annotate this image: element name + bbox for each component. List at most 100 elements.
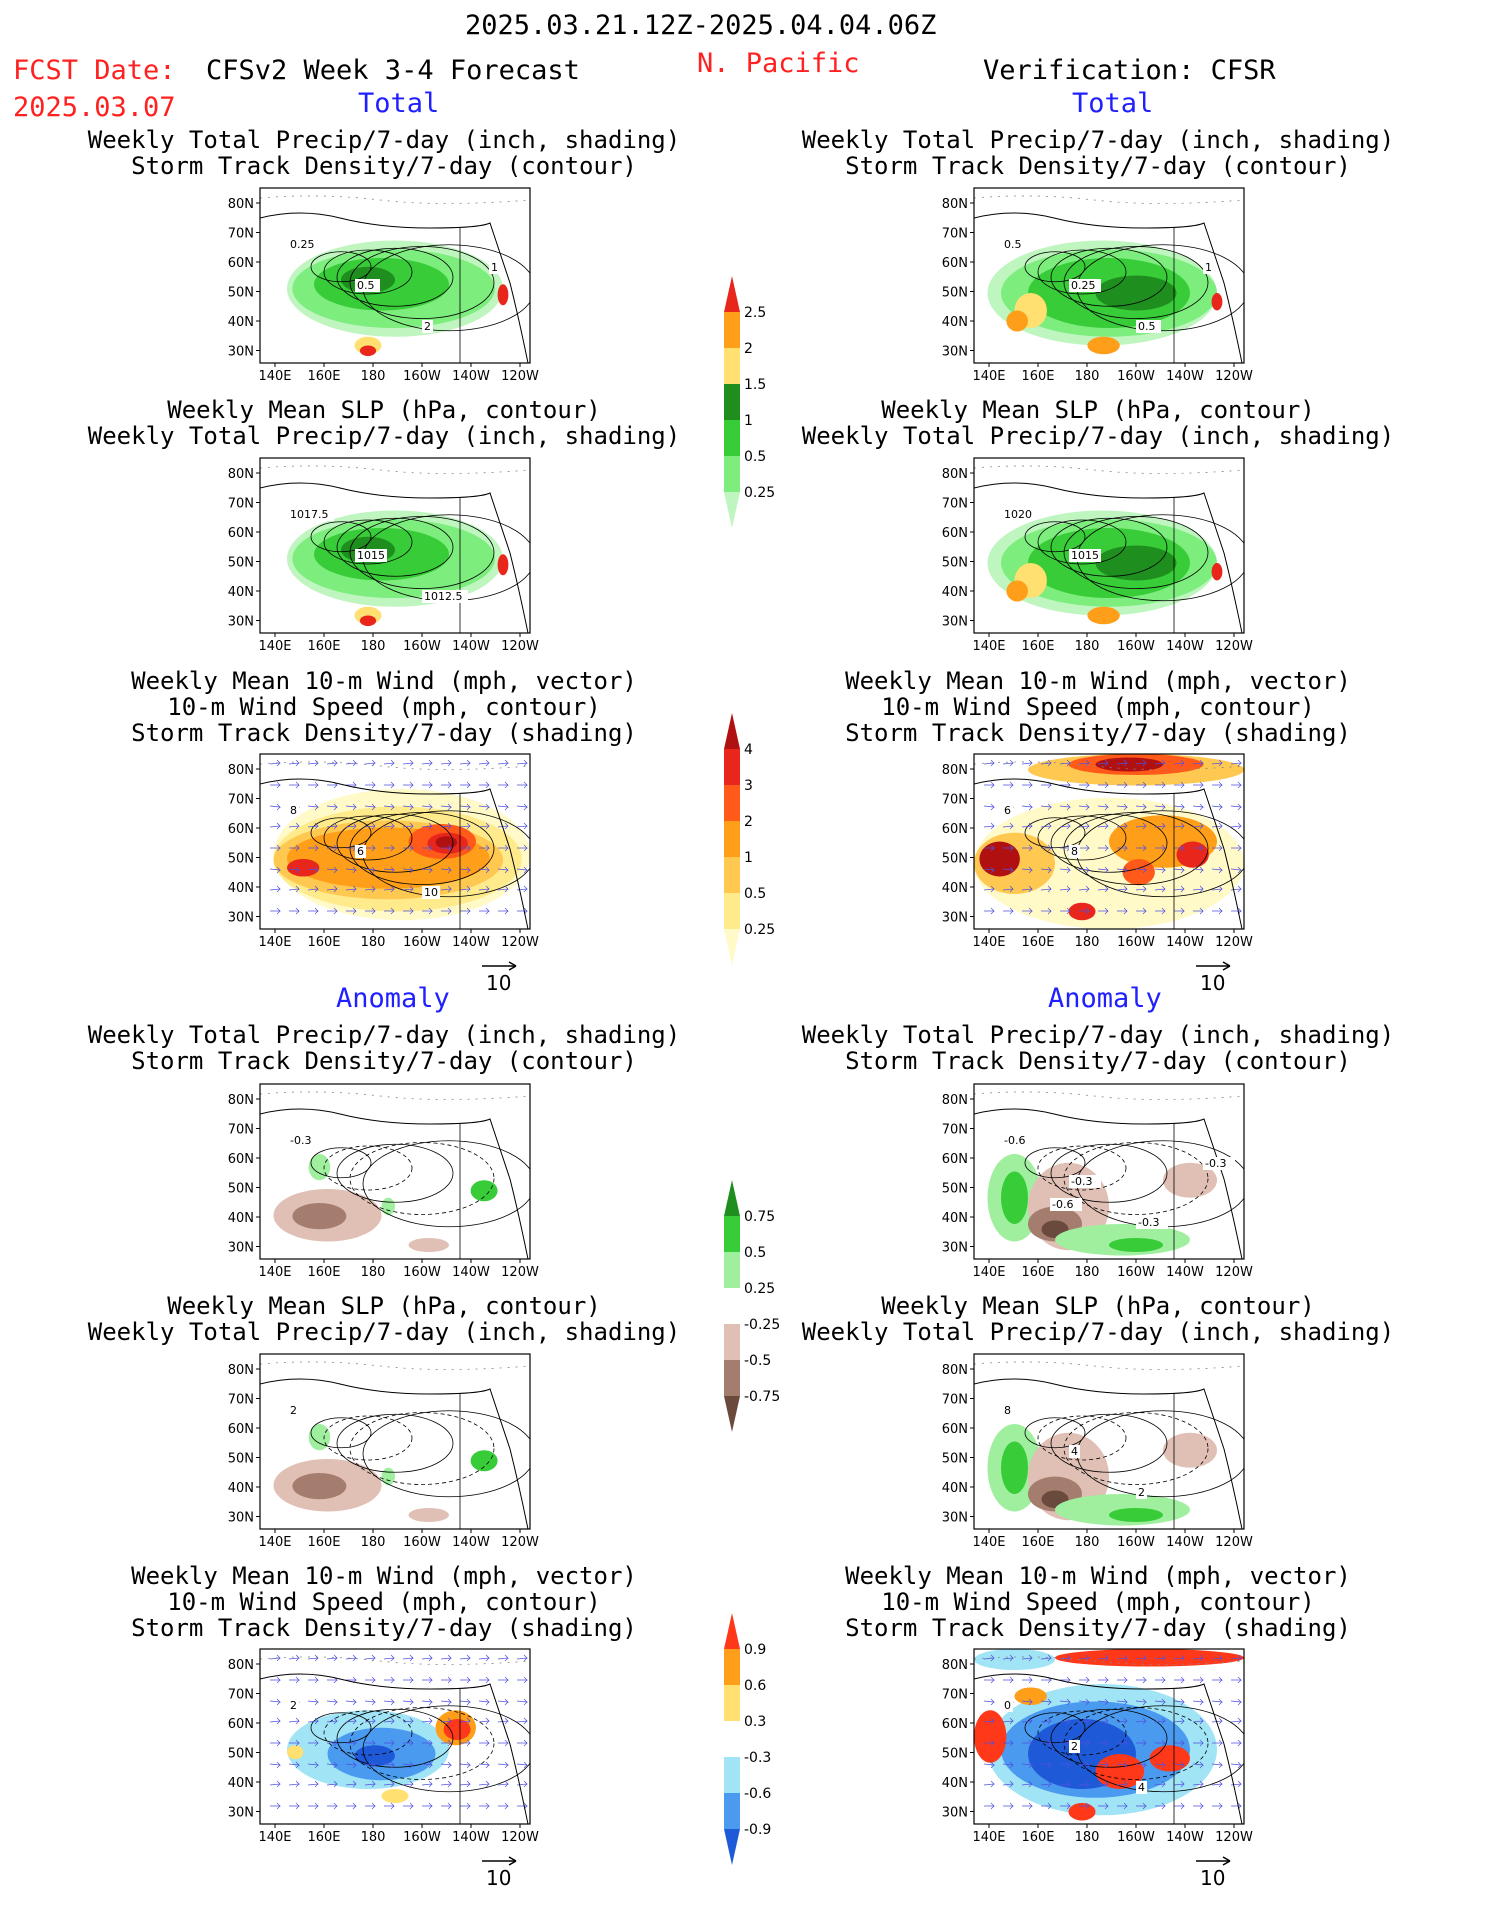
wind-vector [270,781,281,789]
colorbar-segment [724,348,740,384]
contour-line [310,251,372,283]
wind-vector [345,1761,357,1769]
contour-label: 8 [290,804,297,817]
contour-label-bg [288,1134,320,1147]
contour-label: 1012.5 [424,590,463,603]
lat-tick-label: 80N [228,1658,254,1673]
lat-tick-label: 30N [942,345,968,360]
sea-ice-edge [974,1091,1244,1100]
wind-vector [1212,1739,1223,1747]
wind-vector [459,1780,471,1788]
wind-vector [1231,781,1242,789]
contour-label: 8 [1004,1404,1011,1417]
wind-vector [1078,866,1090,874]
wind-vector [440,803,452,811]
lon-tick-label: 160W [1117,369,1155,384]
lon-tick-label: 120W [1215,935,1253,950]
colorbar-label: 2 [744,814,753,830]
map-panel-fc-anom-slp: 2 80N 70N 60N 50N 40N 30N 140E 160E 180 160W 140W 12… [228,1353,539,1550]
contour-label: 0.25 [1071,279,1096,292]
contour-line [1024,1712,1086,1744]
wind-vector [345,759,357,767]
lon-tick-label: 160E [1021,1830,1054,1845]
wind-vector [1192,866,1204,874]
contour-label: 0.25 [290,238,315,251]
wind-vector [516,759,528,767]
wind-vector [984,781,995,789]
wind-vector [346,1802,357,1810]
wind-vector [307,822,319,830]
contour-label: 4 [1138,1781,1145,1794]
wind-vector [1135,866,1147,874]
contour-label-bg [1136,1216,1168,1229]
contour-label: 1 [491,261,498,274]
wind-vector [364,866,376,874]
lat-tick-label: 30N [228,1806,254,1821]
wind-vector [270,907,281,915]
region-label: N. Pacific [697,48,860,79]
wind-vector [402,1698,414,1706]
wind-vector [497,1698,509,1706]
wind-vector [1040,759,1052,767]
wind-vector [984,1739,995,1747]
coastline [260,482,529,633]
wind-vector [1212,1802,1223,1810]
wind-vector [1193,1739,1204,1747]
wind-vector [1097,885,1109,893]
wind-vector [402,822,414,830]
shaded-field [359,345,377,356]
contour-label: 0 [1004,1699,1011,1712]
wind-vector [1211,885,1223,893]
lat-tick-label: 40N [228,1776,254,1791]
panel-title-vf-anom-wind: Weekly Mean 10-m Wind (mph, vector) 10-m … [845,1562,1351,1642]
wind-vector [365,781,376,789]
wind-vector [1097,1780,1109,1788]
map-panel-fc-total-precip: 0.25 0.5 2 1 80N 70N 60N 50N 40N 30N 140E 160E 180 16… [228,187,539,384]
contour-label-bg [1069,1175,1101,1188]
lat-tick-label: 50N [942,1452,968,1467]
wind-vector [479,1802,490,1810]
lat-tick-label: 70N [942,227,968,242]
wind-vector [1135,885,1147,893]
wind-vector [1192,822,1204,830]
shaded-field [974,1649,1055,1670]
wind-vector [1135,1654,1147,1662]
wind-vector [441,1739,452,1747]
wind-vector [327,844,338,852]
shaded-field [1095,757,1163,772]
wind-vector [440,1654,452,1662]
lon-tick-label: 140W [452,369,490,384]
contour-label-bg [355,845,366,858]
wind-vector [1059,1654,1071,1662]
contour-label: 1 [1205,261,1212,274]
lat-tick-label: 70N [228,1123,254,1138]
lat-tick-label: 50N [228,1452,254,1467]
wind-vector [460,907,471,915]
map-frame [973,457,1245,634]
lat-tick-label: 30N [942,911,968,926]
contour-label: 8 [1071,845,1078,858]
lat-tick-label: 30N [228,911,254,926]
contour-label: 6 [357,845,364,858]
wind-vector [1059,885,1071,893]
wind-vector [365,844,376,852]
contour-line [323,519,413,565]
wind-vector [327,1802,338,1810]
wind-vector [1212,907,1223,915]
wind-vector [1078,1698,1090,1706]
wind-vector [384,844,395,852]
wind-vector [984,844,995,852]
contour-label-bg [288,238,320,251]
wind-vector [1155,781,1166,789]
lon-tick-label: 140E [258,935,291,950]
lon-tick-label: 180 [1075,1830,1100,1845]
lon-tick-label: 180 [1075,1265,1100,1280]
colorbar-label: -0.6 [744,1786,771,1802]
wind-vector [1002,866,1014,874]
shaded-field [1068,902,1096,921]
colorbar-cap [724,276,740,312]
contour-line [1024,521,1086,553]
shaded-field [1068,1803,1096,1821]
lon-tick-label: 120W [501,639,539,654]
panel-title-vf-total-precip: Weekly Total Precip/7-day (inch, shading… [801,126,1395,180]
